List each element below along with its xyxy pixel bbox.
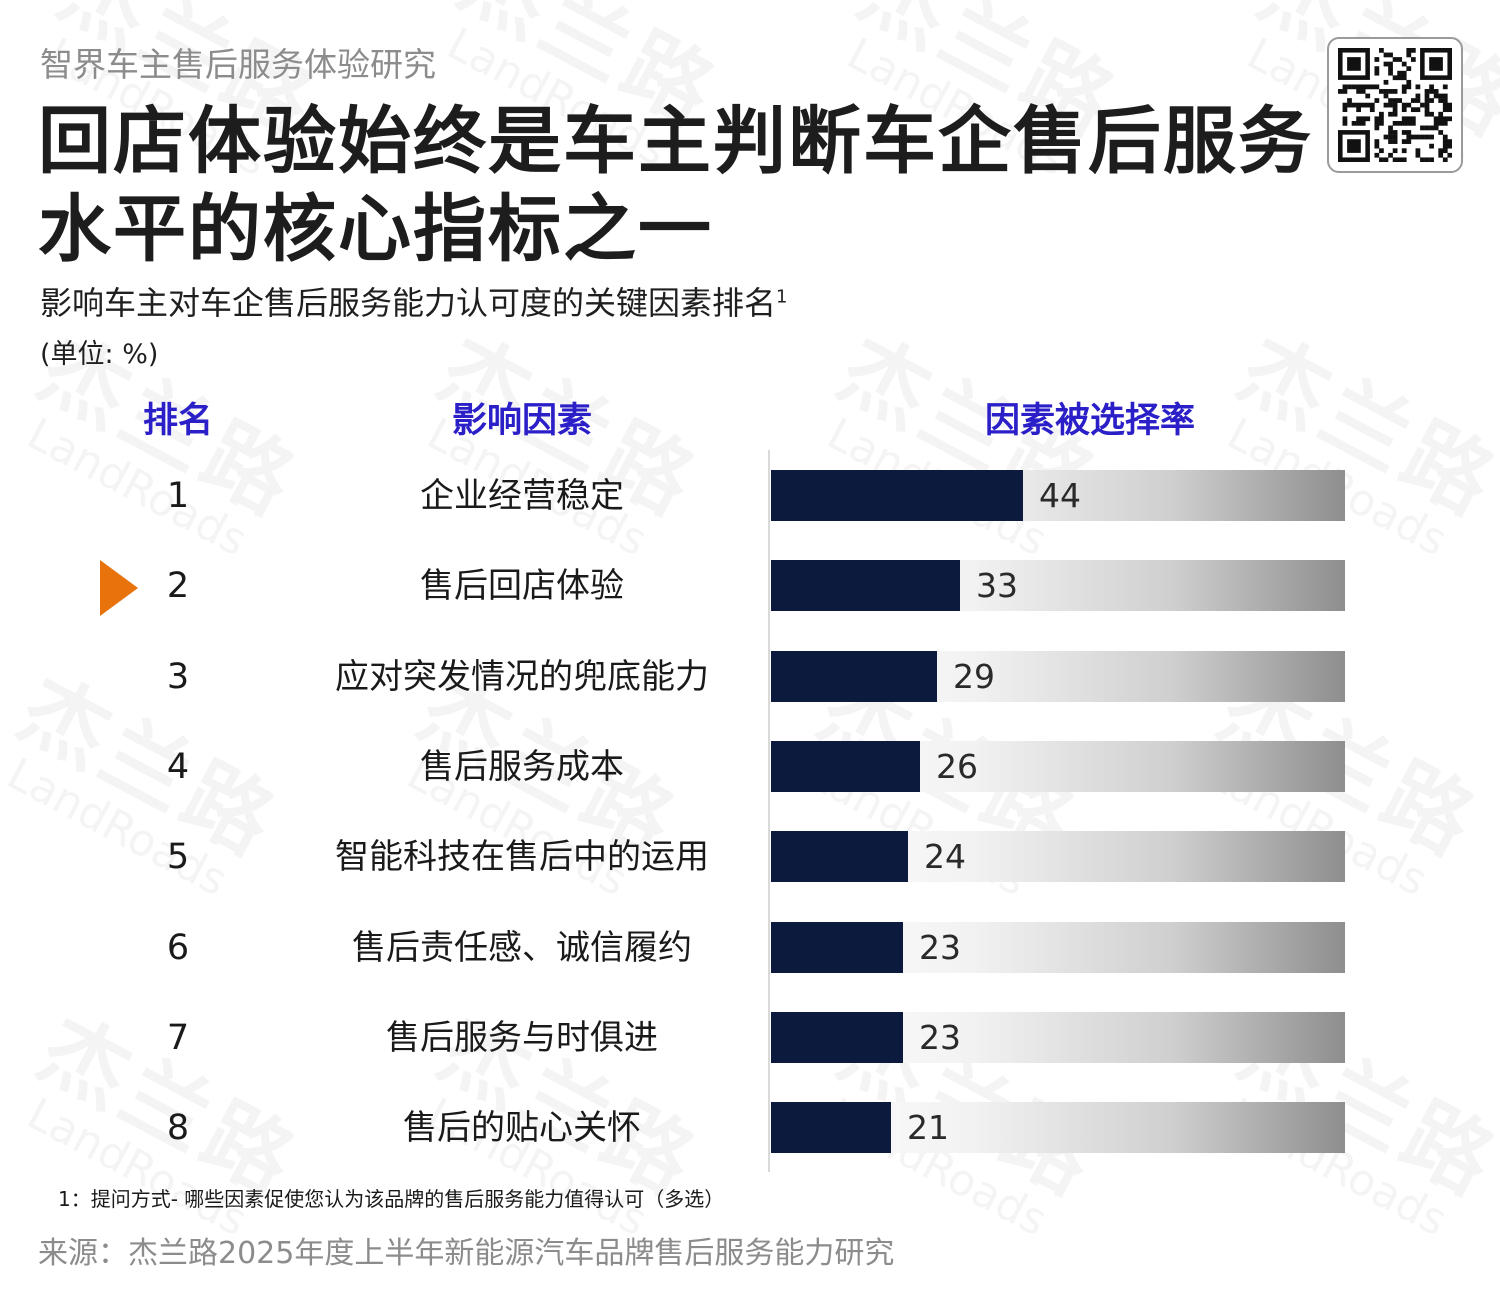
chart-title: 影响车主对车企售后服务能力认可度的关键因素排名1	[40, 278, 787, 324]
orange-triangle-icon	[100, 560, 138, 616]
qr-code-icon[interactable]	[1327, 37, 1463, 173]
factor-label-8: 售后的贴心关怀	[403, 1108, 641, 1148]
bar-value-label-7: 23	[919, 1018, 961, 1057]
qr-code-graphic	[1338, 48, 1452, 162]
bar-3	[771, 651, 937, 702]
rank-8: 8	[166, 1108, 190, 1148]
watermark: 杰兰路LandRoads	[804, 319, 1114, 573]
bar-5	[771, 831, 908, 882]
factor-label-1: 企业经营稳定	[420, 476, 624, 516]
watermark: 杰兰路LandRoads	[1204, 319, 1500, 573]
chart-title-footnote-mark: 1	[776, 286, 788, 308]
bar-7	[771, 1012, 903, 1063]
rank-4: 4	[166, 747, 190, 787]
bar-4	[771, 741, 920, 792]
header-rate: 因素被选择率	[984, 401, 1195, 441]
factor-label-2: 售后回店体验	[420, 566, 624, 606]
bar-6	[771, 922, 903, 973]
footnote: 1：提问方式- 哪些因素促使您认为该品牌的售后服务能力值得认可（多选）	[58, 1187, 725, 1211]
rank-2: 2	[166, 566, 190, 606]
bar-8	[771, 1102, 891, 1153]
bar-1	[771, 470, 1023, 521]
watermark: 杰兰路LandRoads	[404, 319, 714, 573]
rank-7: 7	[166, 1018, 190, 1058]
factor-label-4: 售后服务成本	[420, 747, 624, 787]
rank-3: 3	[166, 657, 190, 697]
header-rank: 排名	[142, 401, 213, 441]
bar-value-label-4: 26	[936, 747, 978, 786]
bar-value-label-6: 23	[919, 928, 961, 967]
page-title: 回店体验始终是车主判断车企售后服务水平的核心指标之一	[38, 99, 1313, 272]
unit-label: (单位: %)	[40, 339, 159, 370]
bar-2	[771, 560, 960, 611]
bar-value-label-3: 29	[953, 657, 995, 696]
factor-label-7: 售后服务与时俱进	[386, 1018, 658, 1058]
chart-title-text: 影响车主对车企售后服务能力认可度的关键因素排名	[40, 284, 777, 322]
bar-value-label-5: 24	[924, 837, 966, 876]
bar-value-label-2: 33	[976, 566, 1018, 605]
rank-5: 5	[166, 837, 190, 877]
factor-label-3: 应对突发情况的兜底能力	[335, 657, 709, 697]
axis-line	[768, 450, 770, 1172]
brand-title: 智界车主售后服务体验研究	[40, 45, 436, 84]
source-text: 来源：杰兰路2025年度上半年新能源汽车品牌售后服务能力研究	[38, 1236, 895, 1271]
factor-label-5: 智能科技在售后中的运用	[335, 837, 709, 877]
rank-6: 6	[166, 928, 190, 968]
header-factor: 影响因素	[451, 401, 592, 441]
bar-value-label-8: 21	[907, 1108, 949, 1147]
bar-value-label-1: 44	[1039, 476, 1081, 515]
rank-1: 1	[166, 476, 190, 516]
factor-label-6: 售后责任感、诚信履约	[352, 928, 692, 968]
